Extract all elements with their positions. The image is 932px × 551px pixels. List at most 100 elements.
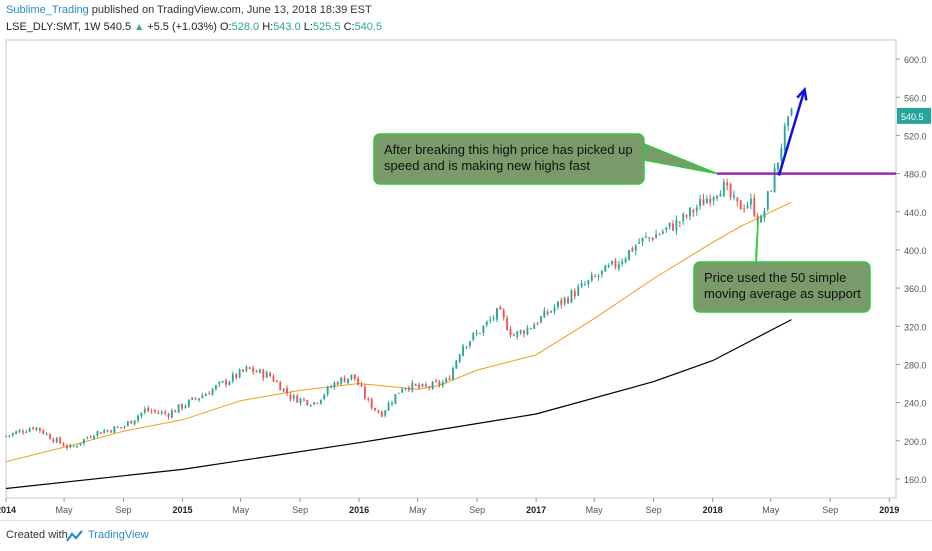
candle-body: [604, 265, 607, 272]
candle-body: [279, 381, 282, 391]
created-with-text: Created with: [6, 529, 68, 541]
candle-body: [617, 264, 620, 269]
candle-body: [380, 411, 383, 417]
annotation-breakout-box: [373, 133, 645, 185]
symbol-label[interactable]: LSE_DLY:SMT, 1W: [6, 21, 101, 33]
candle-body: [536, 323, 539, 325]
y-tick-label: 440.0: [904, 208, 927, 218]
candle-body: [49, 434, 51, 440]
tradingview-brand[interactable]: TradingView: [88, 529, 149, 541]
candle-body: [184, 405, 187, 408]
price-change: +5.5 (+1.03%): [147, 21, 217, 33]
candle-body: [465, 346, 468, 348]
candle-body: [8, 435, 11, 437]
up-triangle-icon: ▲: [134, 22, 145, 33]
candle-body: [780, 148, 783, 161]
candle-body: [272, 376, 275, 382]
x-tick-label: Sep: [822, 505, 838, 515]
candle-body: [695, 207, 698, 212]
candle-body: [201, 395, 204, 399]
candle-body: [475, 332, 478, 335]
candle-body: [347, 378, 349, 383]
candle-body: [556, 301, 559, 307]
candle-body: [147, 407, 150, 412]
candle-body: [167, 413, 170, 417]
candle-body: [66, 445, 68, 448]
candle-body: [154, 410, 156, 412]
candle-body: [726, 182, 729, 186]
candle-body: [584, 284, 586, 286]
candle-body: [600, 270, 603, 275]
candle-body: [512, 335, 515, 337]
candle-body: [543, 310, 546, 318]
last-price-label: 540.5: [901, 112, 924, 122]
candle-body: [404, 387, 407, 390]
candle-body: [570, 290, 573, 303]
x-tick-label: Sep: [116, 505, 132, 515]
candle-body: [526, 327, 529, 335]
sma-200-line: [5, 319, 792, 490]
candle-body: [462, 346, 465, 356]
candle-body: [397, 392, 400, 394]
candle-body: [133, 420, 136, 425]
candle-body: [367, 398, 370, 400]
x-tick-label: Sep: [292, 505, 308, 515]
candle-body: [438, 381, 441, 386]
candle-body: [394, 394, 397, 404]
tradingview-logo-icon: [66, 530, 83, 542]
candle-body: [743, 208, 746, 210]
candle-body: [455, 360, 458, 369]
candle-body: [763, 210, 766, 218]
price-chart[interactable]: 160.0 200.0 240.0 280.0 320.0 360.0 400.0 440.0…: [0, 38, 932, 520]
candle-body: [204, 393, 207, 397]
candle-body: [479, 332, 481, 334]
candle-body: [705, 198, 708, 204]
candle-body: [482, 325, 485, 334]
candle-body: [783, 125, 786, 151]
candle-body: [682, 214, 685, 222]
candle-body: [665, 227, 668, 230]
x-tick-label: 2015: [173, 505, 193, 515]
ohlc-legend: LSE_DLY:SMT, 1W 540.5 ▲ +5.5 (+1.03%) O:…: [6, 21, 382, 33]
candle-body: [529, 328, 532, 330]
candle-body: [343, 377, 346, 383]
candle-body: [336, 382, 339, 385]
candle-body: [120, 427, 123, 429]
candle-body: [567, 297, 569, 303]
y-tick-label: 520.0: [904, 131, 927, 141]
candle-body: [712, 197, 715, 201]
candle-body: [692, 209, 695, 213]
candle-body: [553, 307, 556, 312]
candle-body: [89, 437, 92, 439]
high-label: H:: [262, 21, 274, 33]
candle-body: [414, 383, 417, 386]
candle-body: [546, 311, 549, 314]
candle-body: [448, 378, 451, 380]
candle-body: [130, 420, 133, 424]
candle-body: [103, 430, 106, 434]
candle-body: [519, 330, 522, 333]
candle-body: [99, 432, 102, 434]
candle-body: [374, 407, 376, 410]
candle-body: [289, 394, 292, 400]
candle-body: [452, 367, 454, 380]
candle-body: [221, 380, 224, 383]
high-value: 543.0: [273, 21, 301, 33]
candle-body: [661, 231, 664, 234]
y-tick-label: 280.0: [904, 360, 927, 370]
candle-body: [685, 215, 688, 217]
candle-body: [421, 384, 424, 387]
author-link[interactable]: Sublime_Trading: [6, 4, 89, 16]
candle-body: [191, 397, 194, 400]
candle-body: [303, 399, 305, 401]
candle-body: [485, 321, 488, 325]
candle-body: [269, 372, 272, 377]
candle-body: [523, 330, 525, 335]
candle-body: [313, 402, 316, 405]
y-tick-label: 560.0: [904, 93, 927, 103]
candle-body: [614, 260, 617, 268]
candle-body: [140, 412, 143, 417]
candle-body: [299, 398, 302, 404]
open-label: O:: [219, 21, 232, 33]
x-tick-label: May: [56, 505, 74, 515]
